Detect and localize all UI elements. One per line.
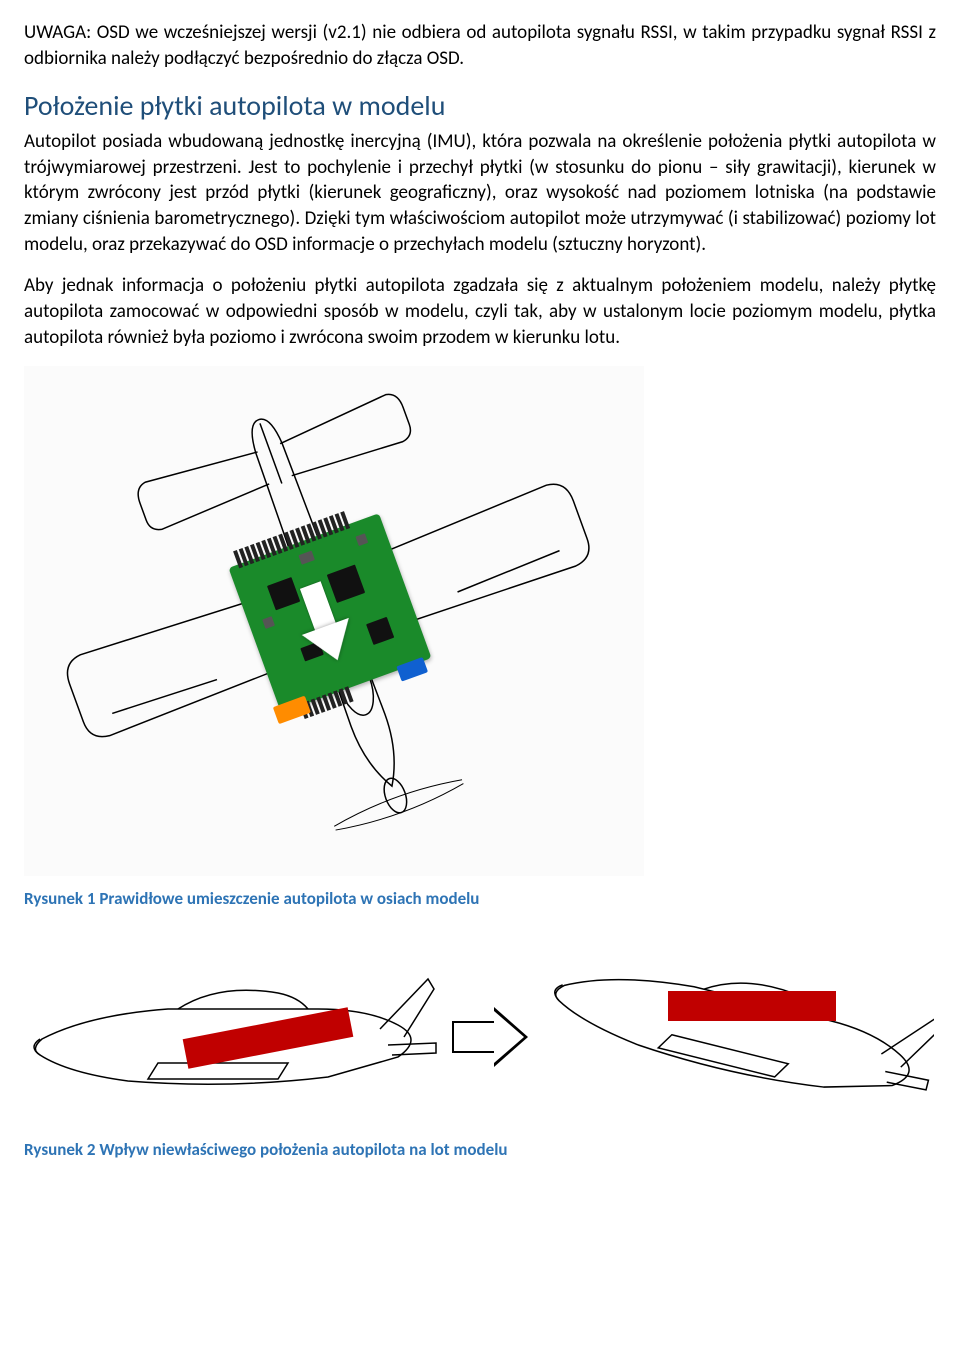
section-heading: Położenie płytki autopilota w modelu <box>24 87 936 125</box>
chip <box>298 551 315 565</box>
plane-side-right <box>544 939 934 1129</box>
paragraph-1: Autopilot posiada wbudowaną jednostkę in… <box>24 129 936 257</box>
paragraph-2: Aby jednak informacja o położeniu płytki… <box>24 273 936 350</box>
chip <box>262 616 275 629</box>
figure-1-caption: Rysunek 1 Prawidłowe umieszczenie autopi… <box>24 888 936 911</box>
warning-text: UWAGA: OSD we wcześniejszej wersji (v2.1… <box>24 20 936 71</box>
chip <box>366 617 394 645</box>
chip <box>355 533 368 546</box>
red-bar-right <box>668 991 836 1021</box>
figure-1 <box>24 366 644 876</box>
figure-2-caption: Rysunek 2 Wpływ niewłaściwego położenia … <box>24 1139 936 1162</box>
figure-2 <box>24 929 936 1129</box>
